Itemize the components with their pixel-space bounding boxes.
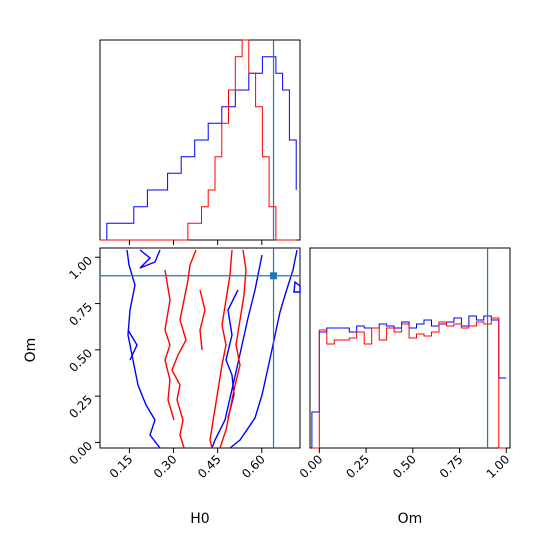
- om-ytick-label: 0.25: [66, 392, 95, 421]
- h0-xtick-label: 0.60: [239, 452, 268, 481]
- joint-panel: 0.15 0.30 0.45 0.60 0.00 0.25 0.50 0.75 1.00 H0…: [23, 240, 301, 527]
- h0-hist-frame: [99, 39, 301, 241]
- om-hist-frame: [309, 247, 511, 449]
- joint-truth-marker: [270, 272, 278, 280]
- red-contour-left: [171, 249, 197, 449]
- om-hist-blue-series: [311, 315, 507, 448]
- om-ytick-label: 0.75: [66, 300, 95, 329]
- h0-xtick-label: 0.15: [107, 452, 136, 481]
- red-contour-right-inner: [209, 249, 233, 449]
- joint-frame: [99, 247, 301, 449]
- om-xtick-label: 1.00: [484, 452, 513, 481]
- blue-contour-left: [126, 249, 161, 449]
- om-ytick-label: 1.00: [66, 253, 95, 282]
- blue-contour-left-inner: [127, 329, 138, 361]
- om-hist-panel: 0.00 0.25 0.50 0.75 1.00 Om: [297, 247, 513, 527]
- om-xtick-label: 0.00: [297, 452, 326, 481]
- blue-contour-mid: [225, 289, 239, 419]
- h0-xlabel: H0: [190, 511, 209, 527]
- h0-hist-red-series: [100, 39, 297, 241]
- red-contour-left-outer: [164, 269, 175, 421]
- om-xtick-label: 0.50: [390, 452, 419, 481]
- red-contour-right: [219, 249, 247, 449]
- om-ytick-label: 0.50: [66, 346, 95, 375]
- om-xtick-label: 0.25: [343, 452, 372, 481]
- om-xticks: 0.00 0.25 0.50 0.75 1.00: [297, 448, 513, 481]
- om-xlabel: Om: [398, 511, 423, 527]
- h0-hist-blue-series: [100, 56, 297, 241]
- om-xtick-label: 0.75: [437, 452, 466, 481]
- h0-xtick-label: 0.45: [195, 452, 224, 481]
- om-hist-red-series: [311, 317, 507, 449]
- h0-xtick-label: 0.30: [151, 452, 180, 481]
- blue-contour-right: [229, 249, 298, 449]
- blue-contour-edge: [293, 280, 301, 293]
- h0-hist-panel: [99, 39, 301, 241]
- red-contour-mid: [199, 289, 206, 351]
- blue-contour-left-lobe: [139, 249, 161, 269]
- joint-yticks: 0.00 0.25 0.50 0.75 1.00: [66, 253, 100, 467]
- blue-contour-right-inner: [211, 254, 263, 449]
- om-ylabel: Om: [23, 338, 39, 363]
- om-ytick-label: 0.00: [66, 439, 95, 468]
